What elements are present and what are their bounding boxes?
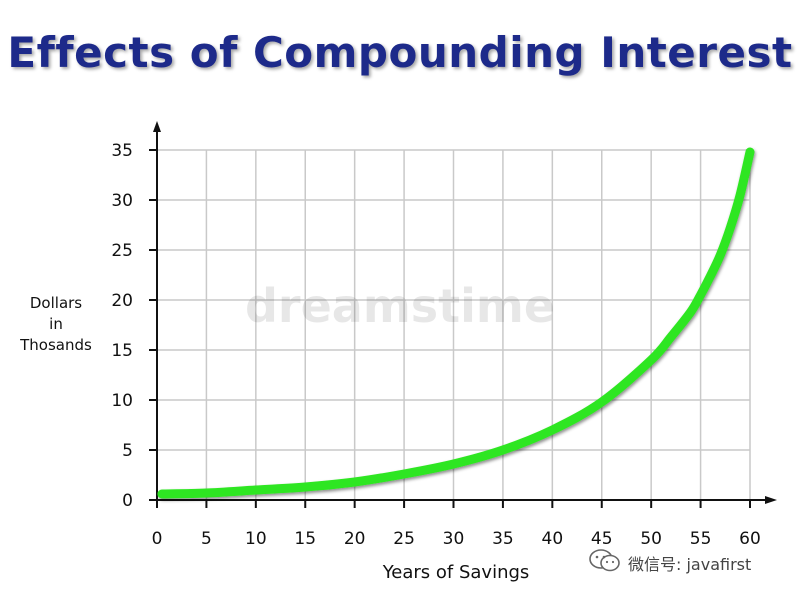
x-tick-label-50: 50 — [640, 529, 662, 549]
grid — [157, 149, 751, 500]
wechat-id-text: 微信号: javafirst — [628, 555, 752, 574]
x-tick-label-30: 30 — [443, 529, 465, 549]
y-tick-label-35: 35 — [111, 141, 133, 161]
x-tick-label-10: 10 — [245, 529, 267, 549]
y-tick-label-30: 30 — [111, 191, 133, 211]
y-axis-arrow — [153, 121, 161, 132]
x-tick-label-40: 40 — [542, 529, 564, 549]
y-axis-ticks: 0 5 10 15 20 25 30 35 — [111, 141, 157, 511]
x-tick-label-0: 0 — [152, 529, 163, 549]
y-tick-label-0: 0 — [122, 491, 133, 511]
x-tick-label-55: 55 — [690, 529, 712, 549]
wechat-icon — [588, 548, 622, 578]
x-tick-label-20: 20 — [344, 529, 366, 549]
series-line-0 — [157, 147, 755, 499]
x-axis-ticks: 0 5 10 15 20 25 30 35 40 45 50 55 60 — [152, 500, 761, 549]
y-tick-label-20: 20 — [111, 291, 133, 311]
y-tick-label-25: 25 — [111, 241, 133, 261]
y-tick-label-5: 5 — [122, 441, 133, 461]
y-axis-title: Dollars in Thosands — [19, 294, 92, 354]
x-tick-label-15: 15 — [294, 529, 316, 549]
x-tick-label-45: 45 — [591, 529, 613, 549]
x-tick-label-25: 25 — [393, 529, 415, 549]
y-tick-label-10: 10 — [111, 391, 133, 411]
x-axis-title: Years of Savings — [382, 562, 530, 583]
y-axis-title-line-1: in — [49, 315, 63, 333]
wechat-badge: 微信号: javafirst — [588, 548, 751, 578]
y-axis-title-line-0: Dollars — [30, 294, 82, 312]
x-axis-arrow — [765, 496, 777, 504]
x-tick-label-35: 35 — [492, 529, 514, 549]
y-tick-label-15: 15 — [111, 341, 133, 361]
svg-text:dreamstime: dreamstime — [245, 279, 555, 333]
series-group — [157, 147, 755, 499]
axes — [149, 121, 777, 508]
x-tick-label-5: 5 — [201, 529, 212, 549]
y-axis-title-line-2: Thosands — [19, 336, 92, 354]
watermark: dreamstime — [245, 279, 555, 333]
x-tick-label-60: 60 — [739, 529, 761, 549]
chart-title: Effects of Compounding Interest — [7, 28, 793, 77]
